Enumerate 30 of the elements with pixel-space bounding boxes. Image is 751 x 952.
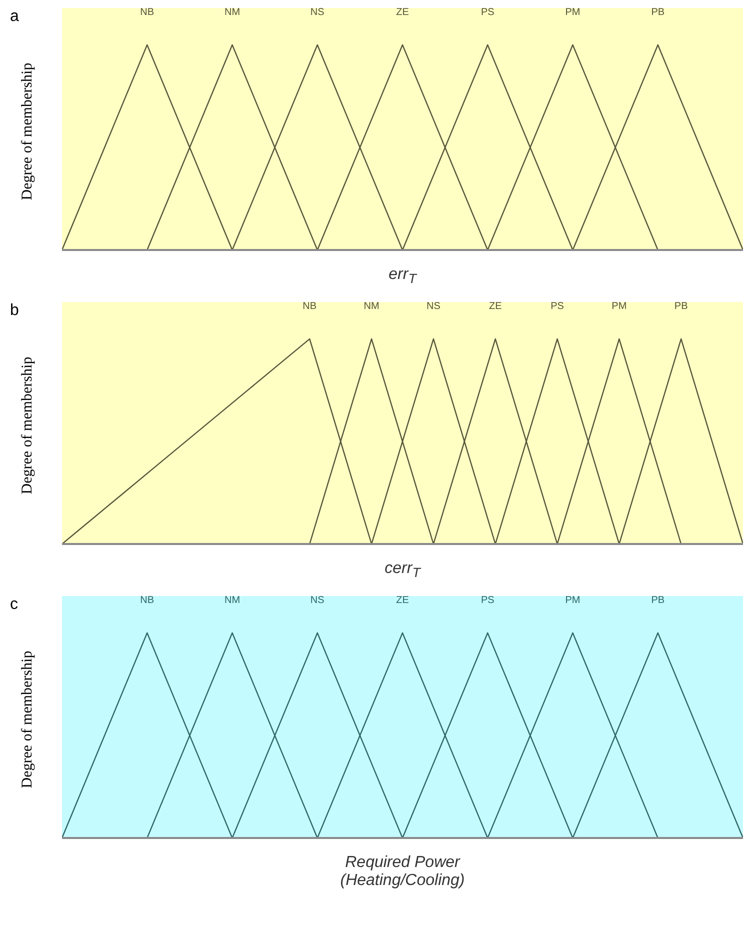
text: NS bbox=[426, 300, 441, 312]
text: PS bbox=[550, 300, 564, 312]
text: NB bbox=[302, 300, 317, 312]
text: PM bbox=[565, 6, 580, 18]
text: ZE bbox=[396, 594, 410, 606]
x-axis-title: Required Power (Heating/Cooling) bbox=[339, 854, 466, 890]
y-axis-title: Degree of membership bbox=[20, 650, 36, 790]
text: PM bbox=[612, 300, 627, 312]
text: PB bbox=[651, 6, 665, 18]
text: ZE bbox=[396, 6, 410, 18]
x-axis-title: err$_{T}$ bbox=[388, 266, 416, 286]
y-axis-title: Degree of membership bbox=[20, 356, 36, 496]
text: PB bbox=[674, 300, 688, 312]
chart-title: c bbox=[10, 596, 18, 614]
text: PS bbox=[480, 6, 495, 18]
text: NM bbox=[224, 6, 240, 18]
text: NB bbox=[140, 6, 154, 18]
text: PM bbox=[565, 594, 580, 606]
text: ZE bbox=[488, 300, 502, 312]
chart-title: a bbox=[10, 8, 19, 26]
text: NM bbox=[224, 594, 240, 606]
chart-title: b bbox=[10, 302, 19, 320]
x-axis-title: cerr$_{T}$ bbox=[384, 560, 420, 580]
text: PS bbox=[480, 594, 495, 606]
text: NS bbox=[310, 6, 325, 18]
text: PB bbox=[651, 594, 665, 606]
text: NS bbox=[310, 594, 325, 606]
y-axis-title: Degree of membership bbox=[20, 62, 36, 202]
text: NB bbox=[140, 594, 154, 606]
text: NM bbox=[364, 300, 380, 312]
